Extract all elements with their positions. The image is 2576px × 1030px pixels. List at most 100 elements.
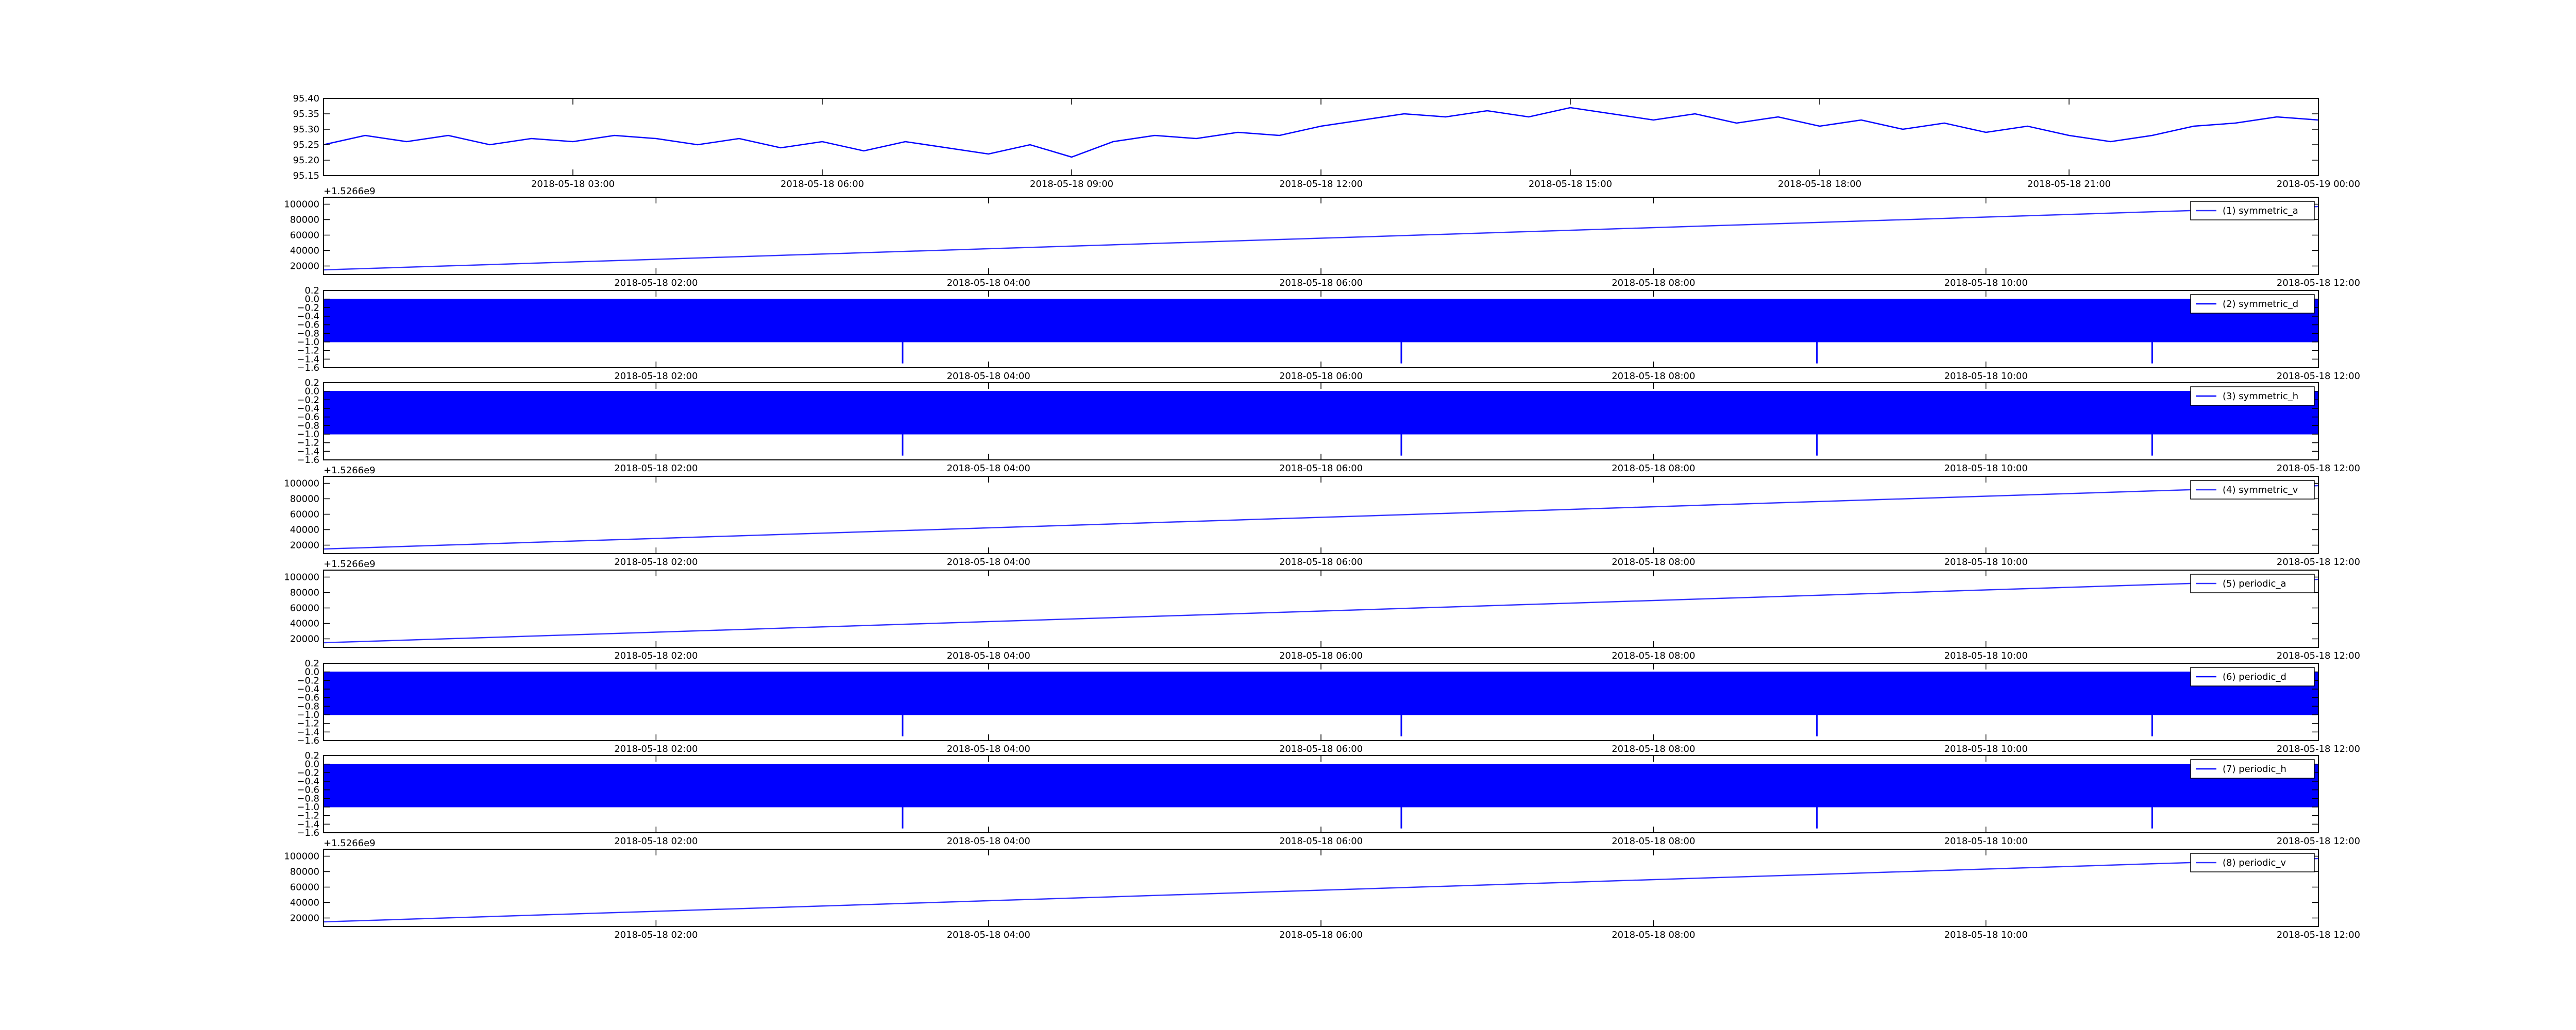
y-tick-label: 0.0: [304, 294, 319, 305]
y-tick-label: −1.0: [297, 337, 319, 348]
x-tick-label: 2018-05-18 10:00: [1944, 836, 2028, 847]
data-line: [324, 205, 2318, 271]
plot-area: [324, 857, 2318, 923]
y-tick-label: 100000: [284, 199, 319, 210]
y-tick-label: 95.30: [293, 124, 319, 135]
legend-box: [2190, 667, 2315, 686]
y-tick-label: −0.6: [297, 693, 319, 703]
subplot: 20000 40000 60000 80000 100000 2018-05-18 02:…: [284, 465, 2360, 568]
legend-label: (1) symmetric_a: [2223, 205, 2298, 216]
y-tick-label: 40000: [290, 619, 319, 629]
data-line: [324, 485, 2318, 550]
legend-label: (2) symmetric_d: [2223, 299, 2298, 310]
offset-label: +1.5266e9: [324, 186, 376, 197]
y-tick-label: 100000: [284, 572, 319, 583]
y-tick-label: −1.2: [297, 811, 319, 821]
x-tick-label: 2018-05-18 04:00: [947, 371, 1030, 382]
plot-area: [324, 764, 2318, 829]
y-tick-label: 95.15: [293, 170, 319, 181]
y-tick-label: −1.2: [297, 438, 319, 449]
x-tick-label: 2018-05-18 12:00: [2277, 278, 2360, 288]
x-tick-label: 2018-05-18 06:00: [1279, 557, 1363, 568]
subplot: 20000 40000 60000 80000 100000 2018-05-18 02:…: [284, 559, 2360, 661]
x-tick-label: 2018-05-18 08:00: [1612, 836, 1695, 847]
x-tick-label: 2018-05-18 02:00: [614, 463, 698, 474]
y-tick-label: 100000: [284, 851, 319, 862]
y-tick-label: 0.0: [304, 759, 319, 770]
x-tick-label: 2018-05-18 04:00: [947, 463, 1030, 474]
legend-label: (5) periodic_a: [2223, 578, 2286, 589]
y-tick-label: 80000: [290, 588, 319, 598]
y-tick-label: 80000: [290, 867, 319, 878]
x-tick-label: 2018-05-18 04:00: [947, 930, 1030, 940]
data-band: [324, 672, 2318, 715]
x-tick-label: 2018-05-18 06:00: [1279, 371, 1363, 382]
x-tick-label: 2018-05-18 08:00: [1612, 557, 1695, 568]
x-tick-label: 2018-05-18 12:00: [2277, 463, 2360, 474]
y-tick-label: 20000: [290, 913, 319, 924]
axes-frame: [323, 98, 2319, 176]
subplot: 95.15 95.20 95.25 95.30 95.35 95.40 2018-05-18…: [293, 93, 2360, 190]
x-tick-label: 2018-05-18 12:00: [2277, 650, 2360, 661]
x-tick-label: 2018-05-18 09:00: [1030, 179, 1113, 190]
x-tick-label: 2018-05-18 10:00: [1944, 650, 2028, 661]
y-tick-label: −0.8: [297, 793, 319, 804]
y-tick-label: −1.4: [297, 819, 319, 830]
y-tick-label: −1.6: [297, 828, 319, 838]
subplot: −1.6−1.4−1.2−1.0−0.8−0.6−0.4−0.20.00.2 20…: [297, 750, 2360, 847]
y-tick-label: −0.4: [297, 776, 319, 787]
x-tick-label: 2018-05-18 02:00: [614, 278, 698, 288]
y-tick-label: 40000: [290, 898, 319, 908]
y-tick-label: −1.0: [297, 802, 319, 813]
x-tick-label: 2018-05-18 02:00: [614, 371, 698, 382]
subplot: 20000 40000 60000 80000 100000 2018-05-18 02:…: [284, 186, 2360, 288]
y-tick-label: 95.20: [293, 155, 319, 166]
x-tick-label: 2018-05-18 06:00: [781, 179, 864, 190]
offset-label: +1.5266e9: [324, 838, 376, 849]
subplot: 20000 40000 60000 80000 100000 2018-05-18 02:…: [284, 838, 2360, 940]
y-tick-label: 60000: [290, 509, 319, 520]
x-tick-label: 2018-05-18 04:00: [947, 650, 1030, 661]
legend-label: (6) periodic_d: [2223, 672, 2286, 682]
y-tick-label: 80000: [290, 494, 319, 505]
y-tick-label: −1.0: [297, 710, 319, 720]
legend-label: (4) symmetric_v: [2223, 485, 2298, 495]
plot-area: [324, 299, 2318, 364]
x-tick-label: 2018-05-18 02:00: [614, 557, 698, 568]
x-tick-label: 2018-05-18 12:00: [2277, 557, 2360, 568]
x-tick-label: 2018-05-18 08:00: [1612, 463, 1695, 474]
x-tick-label: 2018-05-18 02:00: [614, 650, 698, 661]
x-tick-label: 2018-05-18 12:00: [2277, 836, 2360, 847]
axes-frame: [323, 476, 2319, 554]
x-tick-label: 2018-05-18 08:00: [1612, 371, 1695, 382]
y-tick-label: −0.8: [297, 420, 319, 431]
x-tick-label: 2018-05-18 12:00: [2277, 930, 2360, 940]
y-tick-label: 0.2: [304, 658, 319, 669]
offset-label: +1.5266e9: [324, 465, 376, 476]
plot-area: [324, 578, 2318, 644]
plot-area: [324, 485, 2318, 550]
y-tick-label: −1.6: [297, 455, 319, 466]
data-line: [324, 857, 2318, 923]
y-tick-label: −0.6: [297, 320, 319, 331]
subplot: −1.6−1.4−1.2−1.0−0.8−0.6−0.4−0.20.00.2 20…: [297, 377, 2360, 474]
axes-frame: [323, 570, 2319, 648]
subplot: −1.6−1.4−1.2−1.0−0.8−0.6−0.4−0.20.00.2 20…: [297, 658, 2360, 754]
x-tick-label: 2018-05-18 18:00: [1778, 179, 1861, 190]
x-tick-label: 2018-05-18 04:00: [947, 557, 1030, 568]
y-tick-label: 100000: [284, 478, 319, 489]
x-tick-label: 2018-05-18 08:00: [1612, 930, 1695, 940]
y-tick-label: −0.6: [297, 412, 319, 423]
y-tick-label: 60000: [290, 882, 319, 893]
x-tick-label: 2018-05-18 02:00: [614, 836, 698, 847]
x-tick-label: 2018-05-18 06:00: [1279, 278, 1363, 288]
y-tick-label: 95.25: [293, 140, 319, 150]
y-tick-label: 40000: [290, 246, 319, 256]
x-tick-label: 2018-05-18 08:00: [1612, 650, 1695, 661]
legend-box: [2190, 480, 2315, 500]
y-tick-label: 0.2: [304, 750, 319, 761]
x-tick-label: 2018-05-18 03:00: [531, 179, 615, 190]
x-tick-label: 2018-05-18 15:00: [1529, 179, 1612, 190]
y-tick-label: 60000: [290, 603, 319, 614]
